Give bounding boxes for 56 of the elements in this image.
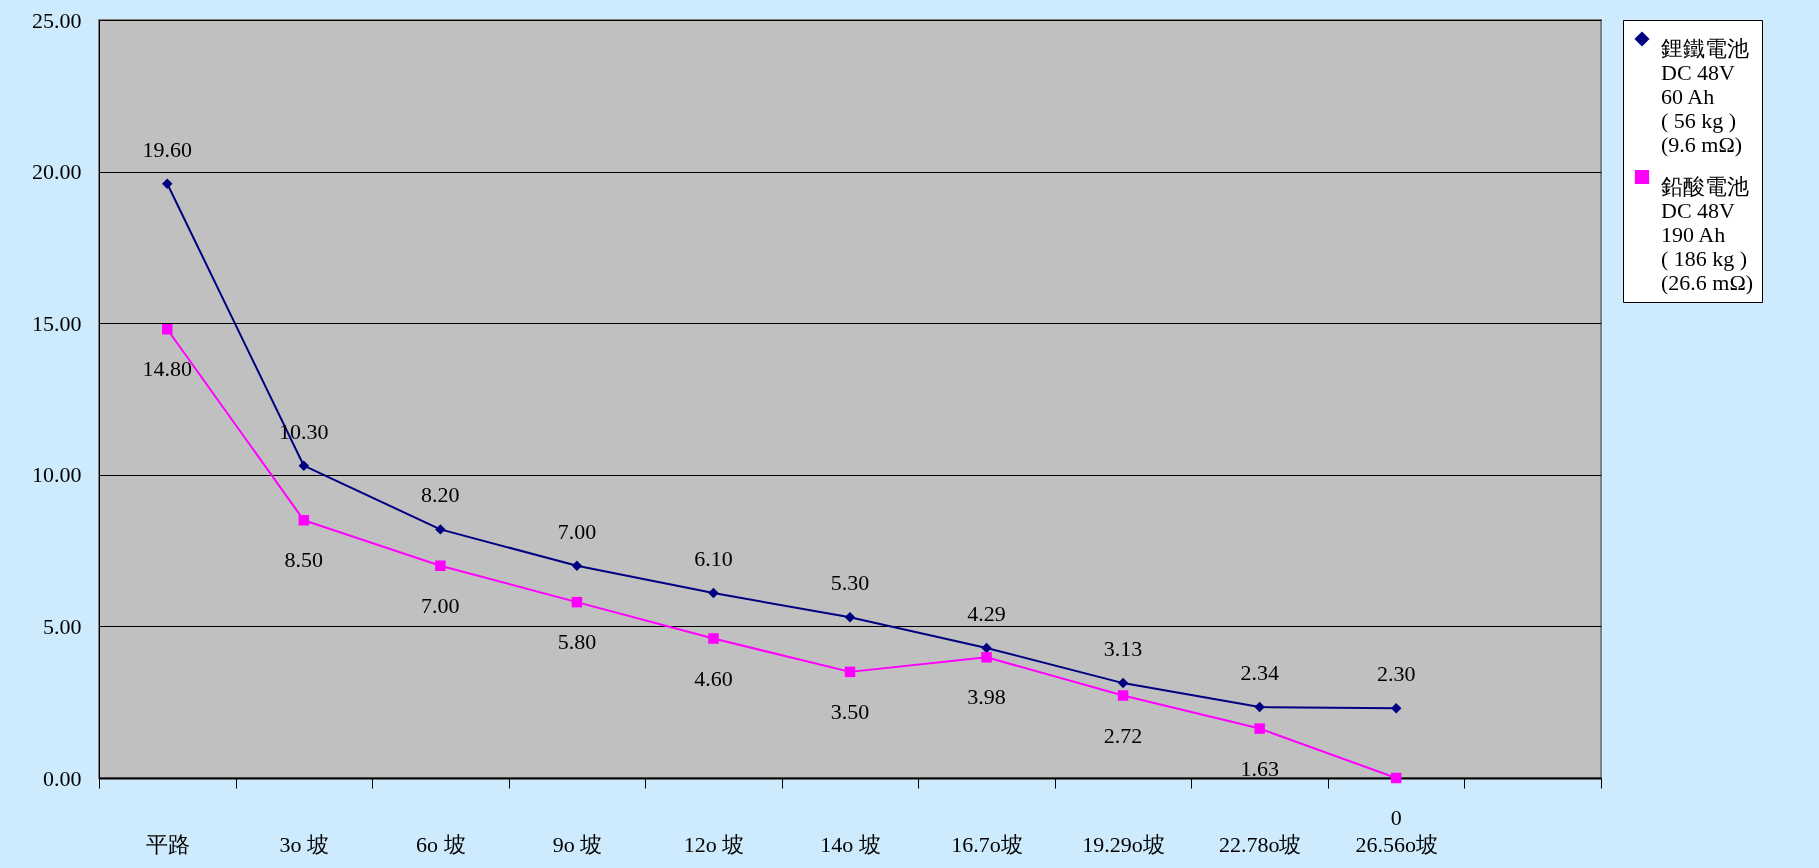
x-tick-label: 6o 坡: [416, 831, 466, 857]
data-label: 2.34: [1240, 660, 1279, 686]
data-label: 2.30: [1376, 661, 1416, 687]
point: [435, 524, 446, 535]
data-label: 14.80: [142, 356, 193, 382]
data-label: 6.10: [694, 546, 733, 572]
data-label: 3.50: [830, 698, 870, 724]
data-label: 4.60: [694, 665, 733, 691]
point: [298, 460, 310, 471]
data-label: 4.29: [967, 600, 1006, 626]
x-tick-label: 16.7o坡: [951, 831, 1023, 857]
x-tick-label: 14o 坡: [820, 831, 881, 857]
point: [1254, 701, 1265, 713]
point: [708, 587, 719, 599]
point: [708, 633, 719, 644]
data-label: 8.50: [284, 547, 324, 573]
y-tick-label: 10.00: [32, 462, 82, 488]
data-label: 3.98: [967, 684, 1006, 710]
point: [571, 596, 583, 608]
x-tick-label: 3o 坡: [279, 831, 330, 857]
x-tick-label: 12o 坡: [683, 831, 745, 857]
point: [1117, 677, 1129, 689]
data-label: 3.13: [1103, 636, 1143, 662]
x-tick-label: 平路: [145, 831, 190, 857]
data-label: 7.00: [557, 518, 597, 544]
x-tick-label: 19.29o坡: [1082, 831, 1165, 857]
legend-label: 鉛酸電池 DC 48V 190 Ah ( 186 kg ) (26.6 mΩ): [1661, 174, 1754, 295]
point: [571, 560, 583, 571]
y-tick-label: 15.00: [32, 310, 82, 336]
point: [1117, 690, 1129, 701]
point: [1254, 723, 1265, 734]
point: [435, 560, 446, 571]
y-tick-label: 5.00: [43, 613, 82, 639]
point: [844, 666, 856, 678]
data-label: 2.72: [1103, 722, 1143, 748]
y-tick-label: 20.00: [32, 159, 82, 185]
data-label: 19.60: [142, 136, 193, 162]
data-label: 7.00: [421, 592, 460, 618]
x-tick-label: 22.78o坡: [1218, 831, 1302, 857]
data-label: 5.30: [830, 570, 870, 596]
y-tick-label: 0.00: [43, 765, 82, 791]
point: [844, 612, 856, 623]
y-tick-label: 25.00: [32, 7, 82, 33]
point: [1390, 772, 1402, 784]
point: [1390, 703, 1402, 714]
data-label: 5.80: [557, 629, 597, 655]
legend-label: 鋰鐵電池 DC 48V 60 Ah ( 56 kg ) (9.6 mΩ): [1661, 36, 1749, 157]
point: [162, 324, 173, 335]
data-label: 0: [1390, 805, 1402, 830]
x-tick-label: 9o 坡: [552, 831, 603, 857]
x-tick-label: 26.56o坡: [1355, 831, 1438, 857]
point: [298, 515, 310, 526]
data-label: 8.20: [421, 482, 460, 508]
data-label: 1.63: [1240, 755, 1279, 781]
point: [981, 652, 992, 663]
point: [162, 178, 173, 189]
